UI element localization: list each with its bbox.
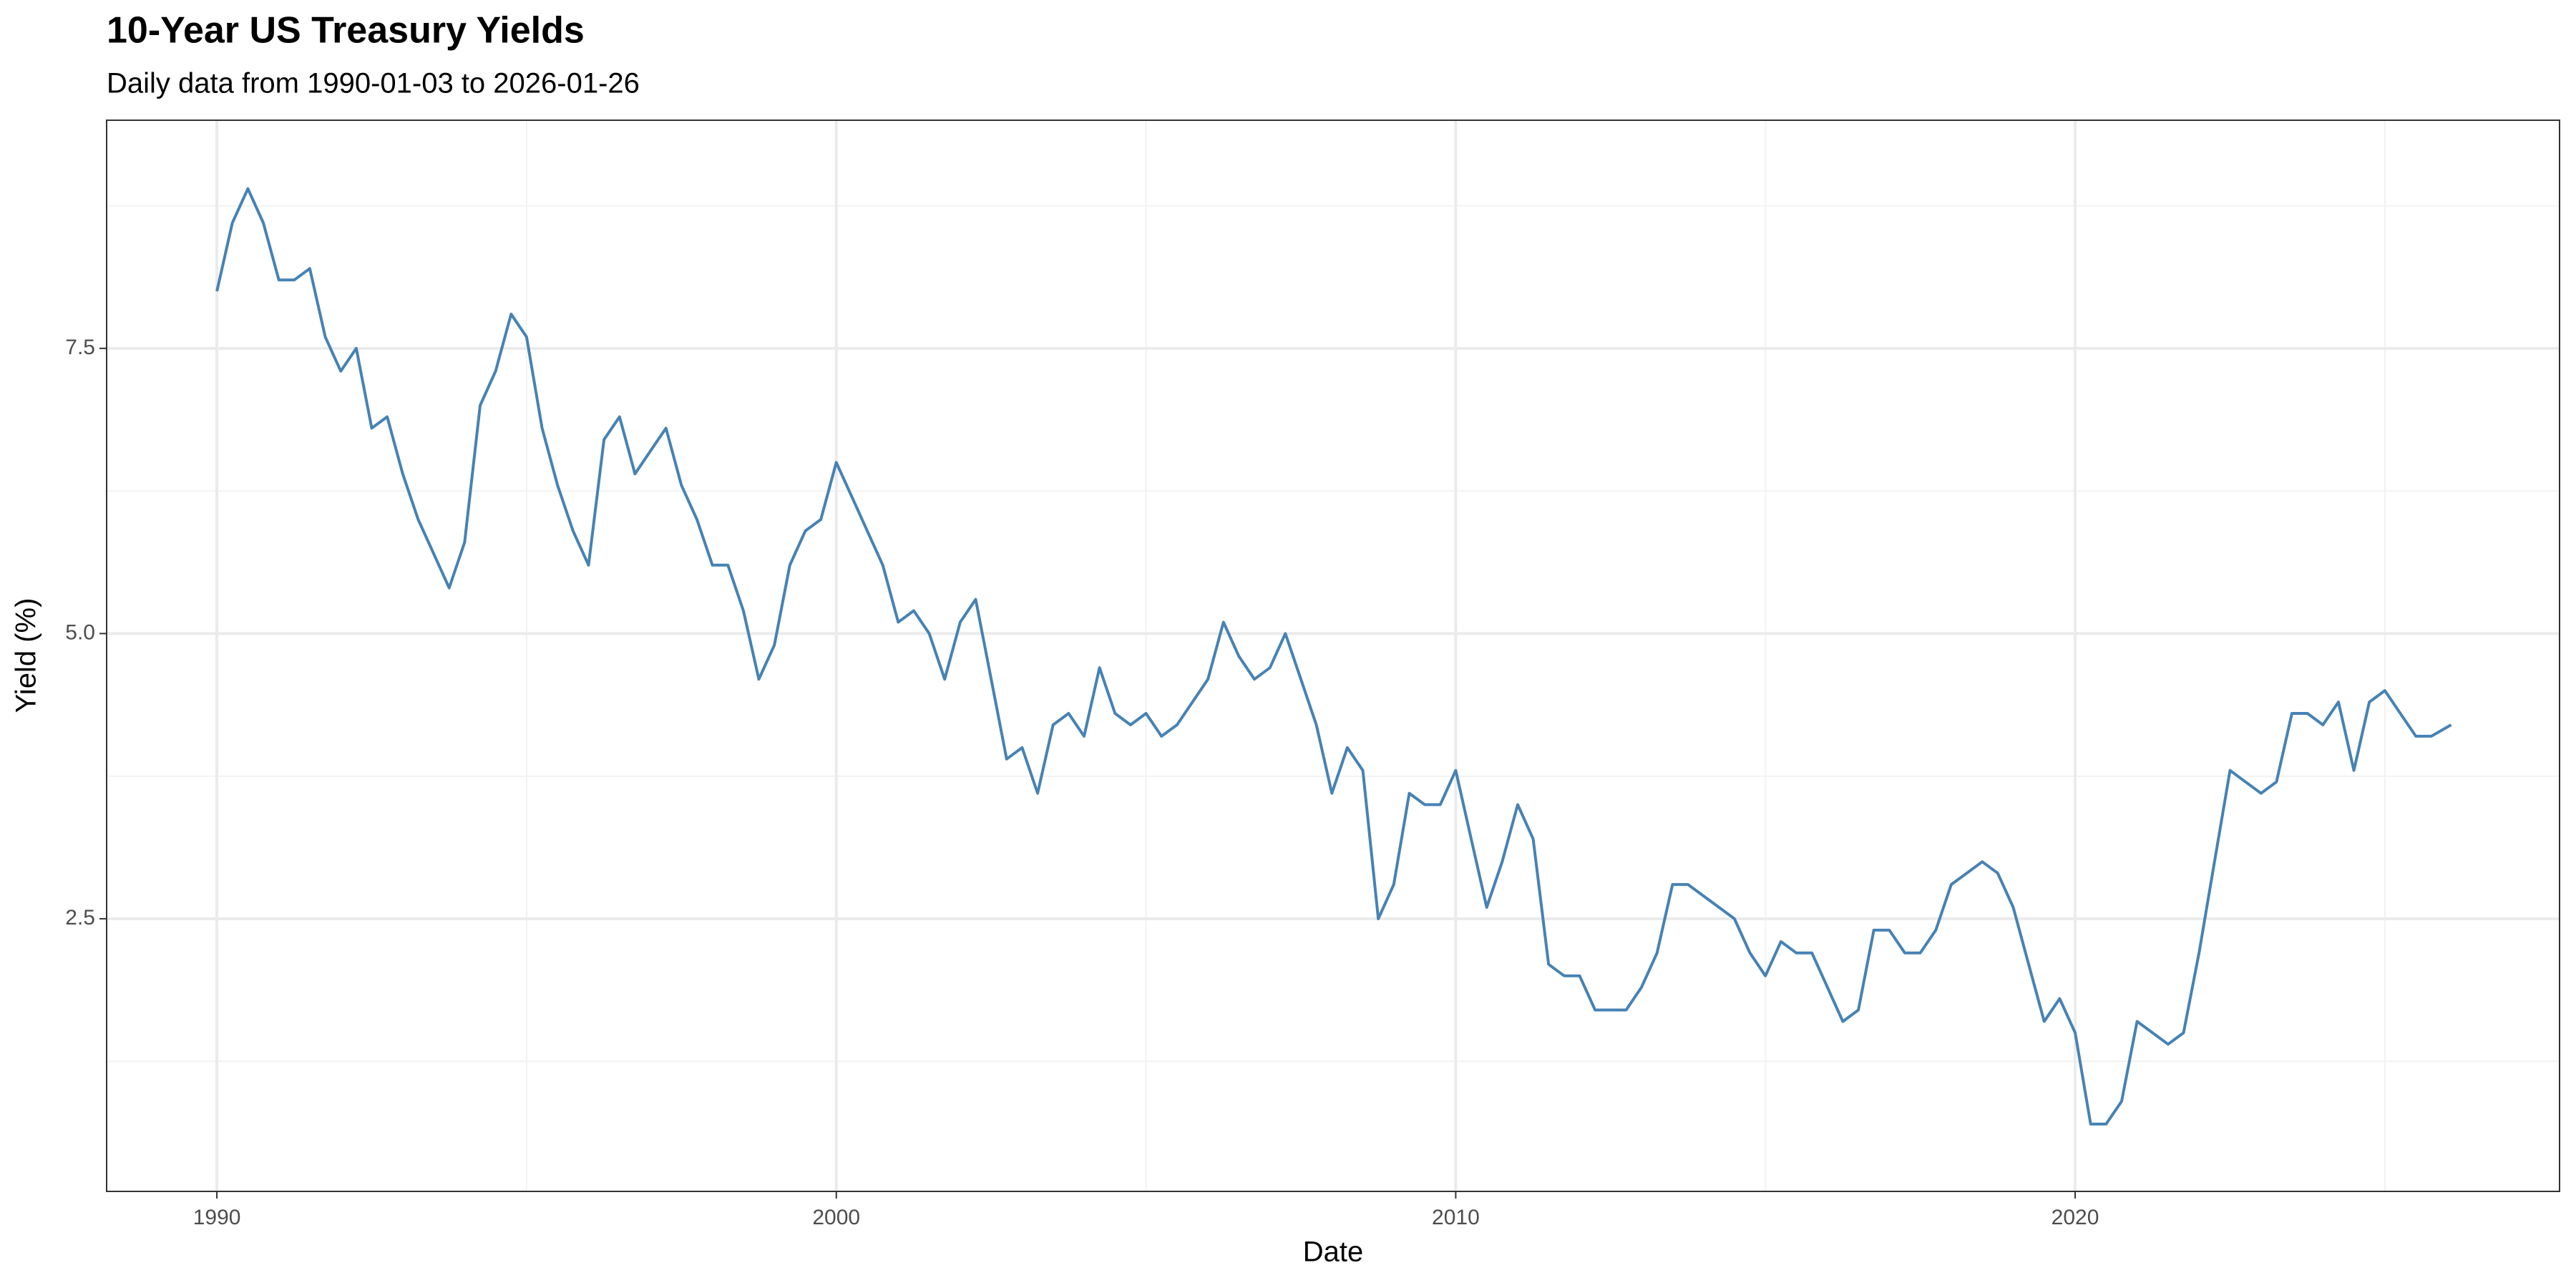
panel-border	[106, 119, 2560, 1192]
x-tick-label: 2010	[1432, 1206, 1480, 1229]
y-tick-label: 7.5	[65, 336, 95, 359]
y-tick-label: 5.0	[65, 620, 95, 644]
chart-title: 10-Year US Treasury Yields	[107, 10, 585, 52]
y-tick-label: 2.5	[65, 906, 95, 930]
y-axis-title: Yield (%)	[11, 598, 42, 713]
x-tick-label: 2020	[2051, 1206, 2099, 1229]
x-tick-label: 1990	[193, 1206, 241, 1229]
x-tick-label: 2000	[812, 1206, 860, 1229]
chart-subtitle: Daily data from 1990-01-03 to 2026-01-26	[107, 68, 640, 99]
yield-line	[215, 187, 2452, 1126]
x-axis-title: Date	[1303, 1236, 1364, 1268]
